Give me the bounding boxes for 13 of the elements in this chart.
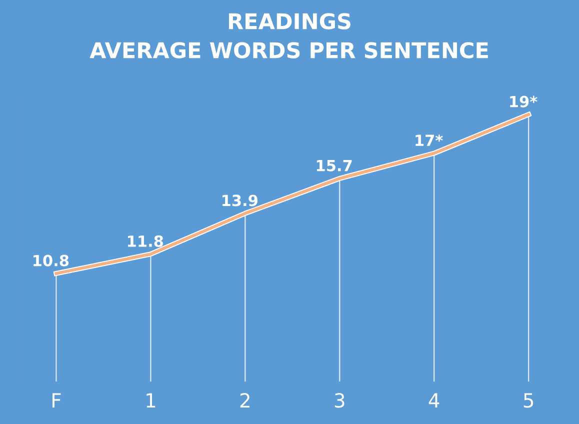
data-label: 15.7 [316, 160, 352, 172]
x-tick-label: 5 [524, 393, 534, 408]
x-tick-label: 3 [334, 393, 344, 408]
chart-title: READINGS AVERAGE WORDS PER SENTENCE [90, 13, 488, 58]
x-tick-label: 2 [240, 393, 250, 408]
x-tick-label: F [52, 393, 61, 408]
data-label: 13.9 [222, 194, 258, 206]
x-tick-label: 1 [146, 393, 156, 408]
data-label: 17* [416, 134, 443, 146]
data-label: 11.8 [128, 235, 164, 247]
data-label: 19* [510, 96, 538, 108]
data-label: 10.8 [34, 254, 69, 266]
x-tick-label: 4 [428, 393, 440, 408]
